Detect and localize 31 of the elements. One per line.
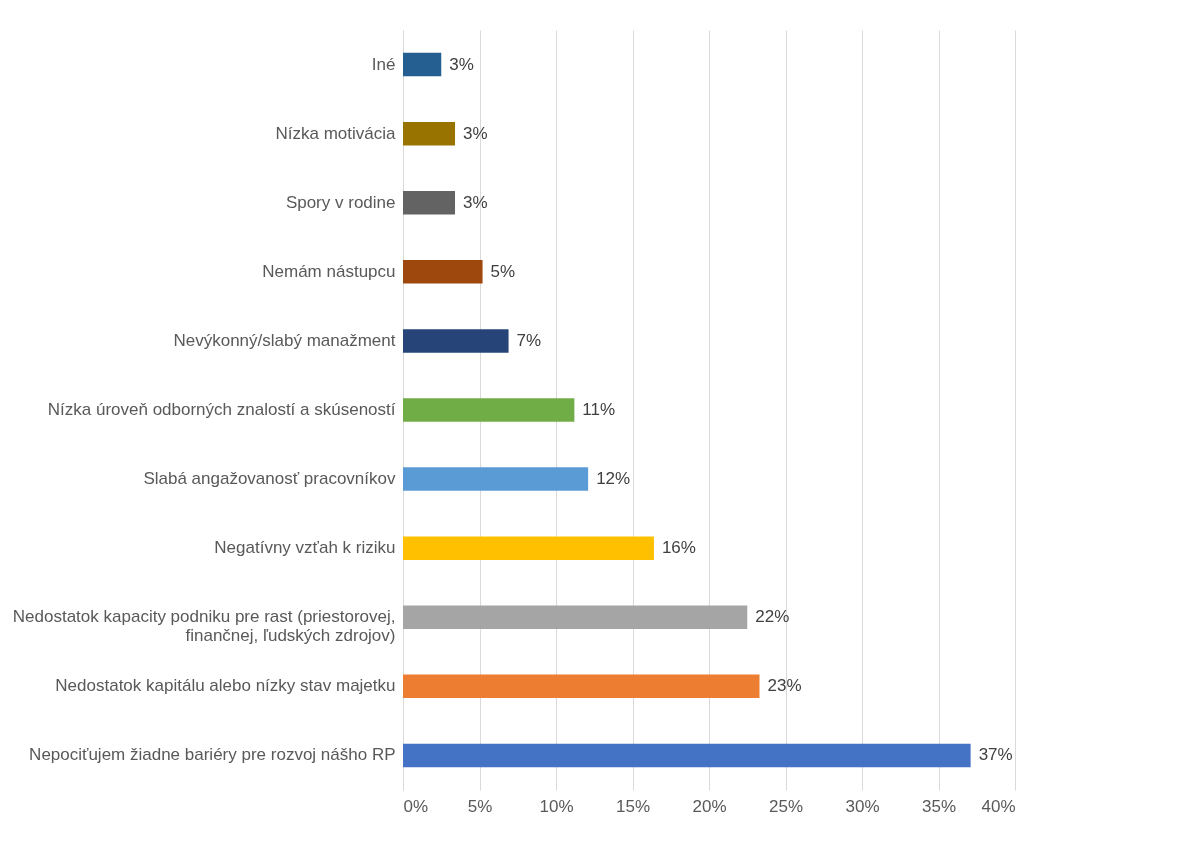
data-label: 12% xyxy=(596,469,631,489)
x-tick-label: 30% xyxy=(845,796,880,816)
x-tick-label: 35% xyxy=(921,796,957,816)
data-label: 37% xyxy=(978,745,1013,765)
x-tick-label: 5% xyxy=(467,796,493,816)
data-label: 23% xyxy=(767,676,802,696)
y-tick-label: Nemám nástupcu xyxy=(262,261,396,281)
x-tick-label: 15% xyxy=(615,796,651,816)
data-label: 3% xyxy=(449,54,474,74)
y-tick-label: Slabá angažovanosť pracovníkov xyxy=(143,469,396,489)
y-tick-label: Nedostatok kapacity podniku pre rast (priestorovej, finančnej, ľudských zdrojov) xyxy=(12,607,396,646)
data-label: 11% xyxy=(582,400,616,419)
x-tick-label: 20% xyxy=(692,796,727,816)
x-tick-label: 25% xyxy=(768,796,804,816)
y-tick-label: Nízka úroveň odborných znalostí a skúseností xyxy=(47,400,396,419)
y-tick-label: Nepociťujem žiadne bariéry pre rozvoj nášho RP xyxy=(29,745,396,765)
data-label: 7% xyxy=(516,330,542,350)
x-tick-label: 0% xyxy=(403,796,429,816)
y-tick-label: Nevýkonný/slabý manažment xyxy=(173,330,396,350)
y-tick-label: Negatívny vzťah k riziku xyxy=(214,538,396,558)
data-label: 16% xyxy=(661,538,696,558)
data-label: 22% xyxy=(755,607,790,627)
x-tick-label: 40% xyxy=(981,796,1016,816)
y-tick-label: Iné xyxy=(371,54,396,74)
data-label: 3% xyxy=(463,123,488,143)
y-tick-label: Spory v rodine xyxy=(285,192,396,212)
data-label: 5% xyxy=(490,261,516,281)
y-tick-label: Nízka motivácia xyxy=(275,123,397,143)
y-tick-label: Nedostatok kapitálu alebo nízky stav majetku xyxy=(55,676,396,696)
x-tick-label: 10% xyxy=(539,796,574,816)
data-label: 3% xyxy=(463,192,488,212)
